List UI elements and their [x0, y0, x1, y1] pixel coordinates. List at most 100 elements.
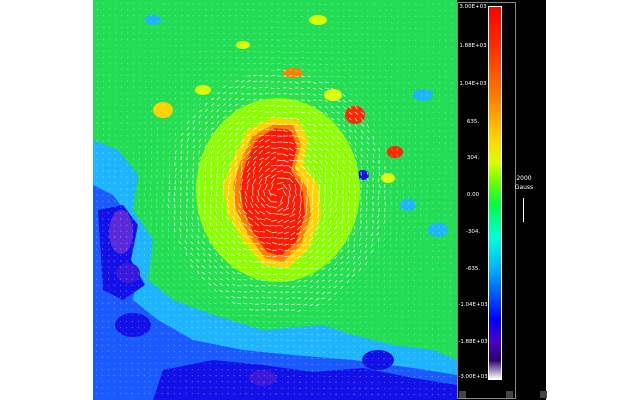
field-vector: [101, 386, 104, 389]
field-vector: [186, 14, 189, 17]
field-vector: [270, 178, 276, 185]
field-vector: [225, 314, 230, 317]
field-vector: [184, 259, 188, 263]
negative-knot-3: [116, 263, 140, 283]
field-vector: [312, 51, 316, 54]
field-vector: [243, 271, 248, 275]
field-vector: [336, 81, 340, 85]
field-vector: [330, 75, 335, 78]
field-vector: [389, 297, 392, 300]
field-vector: [221, 351, 224, 353]
field-vector: [413, 249, 416, 252]
field-vector: [202, 301, 206, 305]
colorbar-gradient: [488, 6, 502, 380]
field-vector: [443, 273, 446, 276]
field-vector: [186, 80, 190, 83]
field-vector: [216, 109, 220, 113]
field-vector: [173, 387, 176, 389]
field-vector: [413, 225, 416, 229]
field-vector: [144, 151, 147, 155]
field-vector: [204, 92, 209, 95]
field-vector: [432, 75, 435, 78]
field-vector: [426, 27, 429, 29]
field-vector: [266, 247, 272, 251]
field-vector: [161, 308, 164, 311]
field-vector: [210, 185, 213, 191]
field-vector: [186, 216, 188, 221]
field-vector: [354, 171, 356, 176]
field-vector: [432, 267, 434, 271]
field-vector: [360, 153, 363, 158]
field-vector: [192, 51, 195, 53]
field-vector: [378, 63, 381, 65]
field-vector: [192, 156, 195, 161]
field-vector: [245, 363, 248, 365]
field-vector: [335, 369, 338, 371]
field-vector: [336, 141, 341, 145]
field-vector: [278, 267, 284, 270]
field-vector: [210, 179, 213, 185]
field-vector: [210, 132, 214, 137]
field-vector: [252, 50, 256, 53]
field-vector: [125, 332, 128, 335]
field-vector: [250, 196, 254, 203]
field-vector: [255, 278, 260, 281]
field-vector: [420, 33, 423, 36]
field-vector: [180, 85, 183, 89]
field-vector: [402, 69, 405, 71]
field-vector: [346, 231, 350, 236]
field-vector: [178, 265, 182, 269]
scale-unit: Gauss: [514, 184, 534, 191]
field-vector: [413, 393, 416, 396]
field-vector: [220, 295, 224, 299]
field-vector: [371, 267, 374, 272]
field-vector: [240, 133, 245, 137]
field-vector: [310, 351, 314, 353]
field-vector: [246, 51, 250, 53]
field-vector: [413, 339, 416, 342]
field-vector: [240, 69, 245, 71]
field-vector: [335, 195, 338, 201]
field-vector: [222, 126, 226, 131]
field-vector: [318, 9, 321, 12]
field-vector: [395, 381, 398, 383]
field-vector: [144, 193, 146, 197]
field-vector: [245, 375, 248, 377]
field-vector: [348, 153, 351, 158]
field-vector: [360, 69, 364, 72]
field-vector: [178, 308, 182, 311]
field-vector: [113, 392, 116, 395]
field-vector: [262, 338, 266, 341]
field-vector: [330, 159, 335, 164]
field-vector: [168, 38, 171, 41]
field-vector: [138, 86, 141, 89]
field-vector: [238, 332, 242, 335]
field-vector: [210, 138, 213, 143]
field-vector: [108, 212, 110, 215]
field-vector: [190, 283, 194, 287]
field-vector: [443, 303, 446, 306]
field-vector: [432, 27, 435, 30]
field-vector: [278, 254, 284, 257]
field-vector: [414, 195, 416, 199]
field-vector: [426, 39, 429, 42]
field-vector: [138, 247, 140, 251]
field-vector: [204, 79, 208, 83]
field-vector: [408, 273, 410, 276]
field-vector: [294, 9, 297, 11]
field-vector: [232, 240, 236, 245]
field-vector: [101, 362, 104, 365]
field-vector: [377, 219, 380, 224]
field-vector: [443, 249, 446, 252]
field-vector: [346, 309, 350, 312]
field-vector: [202, 283, 206, 287]
field-vector: [102, 44, 104, 47]
field-vector: [419, 285, 422, 288]
field-vector: [396, 87, 398, 90]
field-vector: [450, 75, 452, 77]
field-vector: [197, 375, 200, 377]
field-vector: [395, 279, 398, 282]
field-vector: [209, 234, 212, 239]
field-vector: [195, 258, 200, 263]
field-vector: [280, 351, 284, 353]
